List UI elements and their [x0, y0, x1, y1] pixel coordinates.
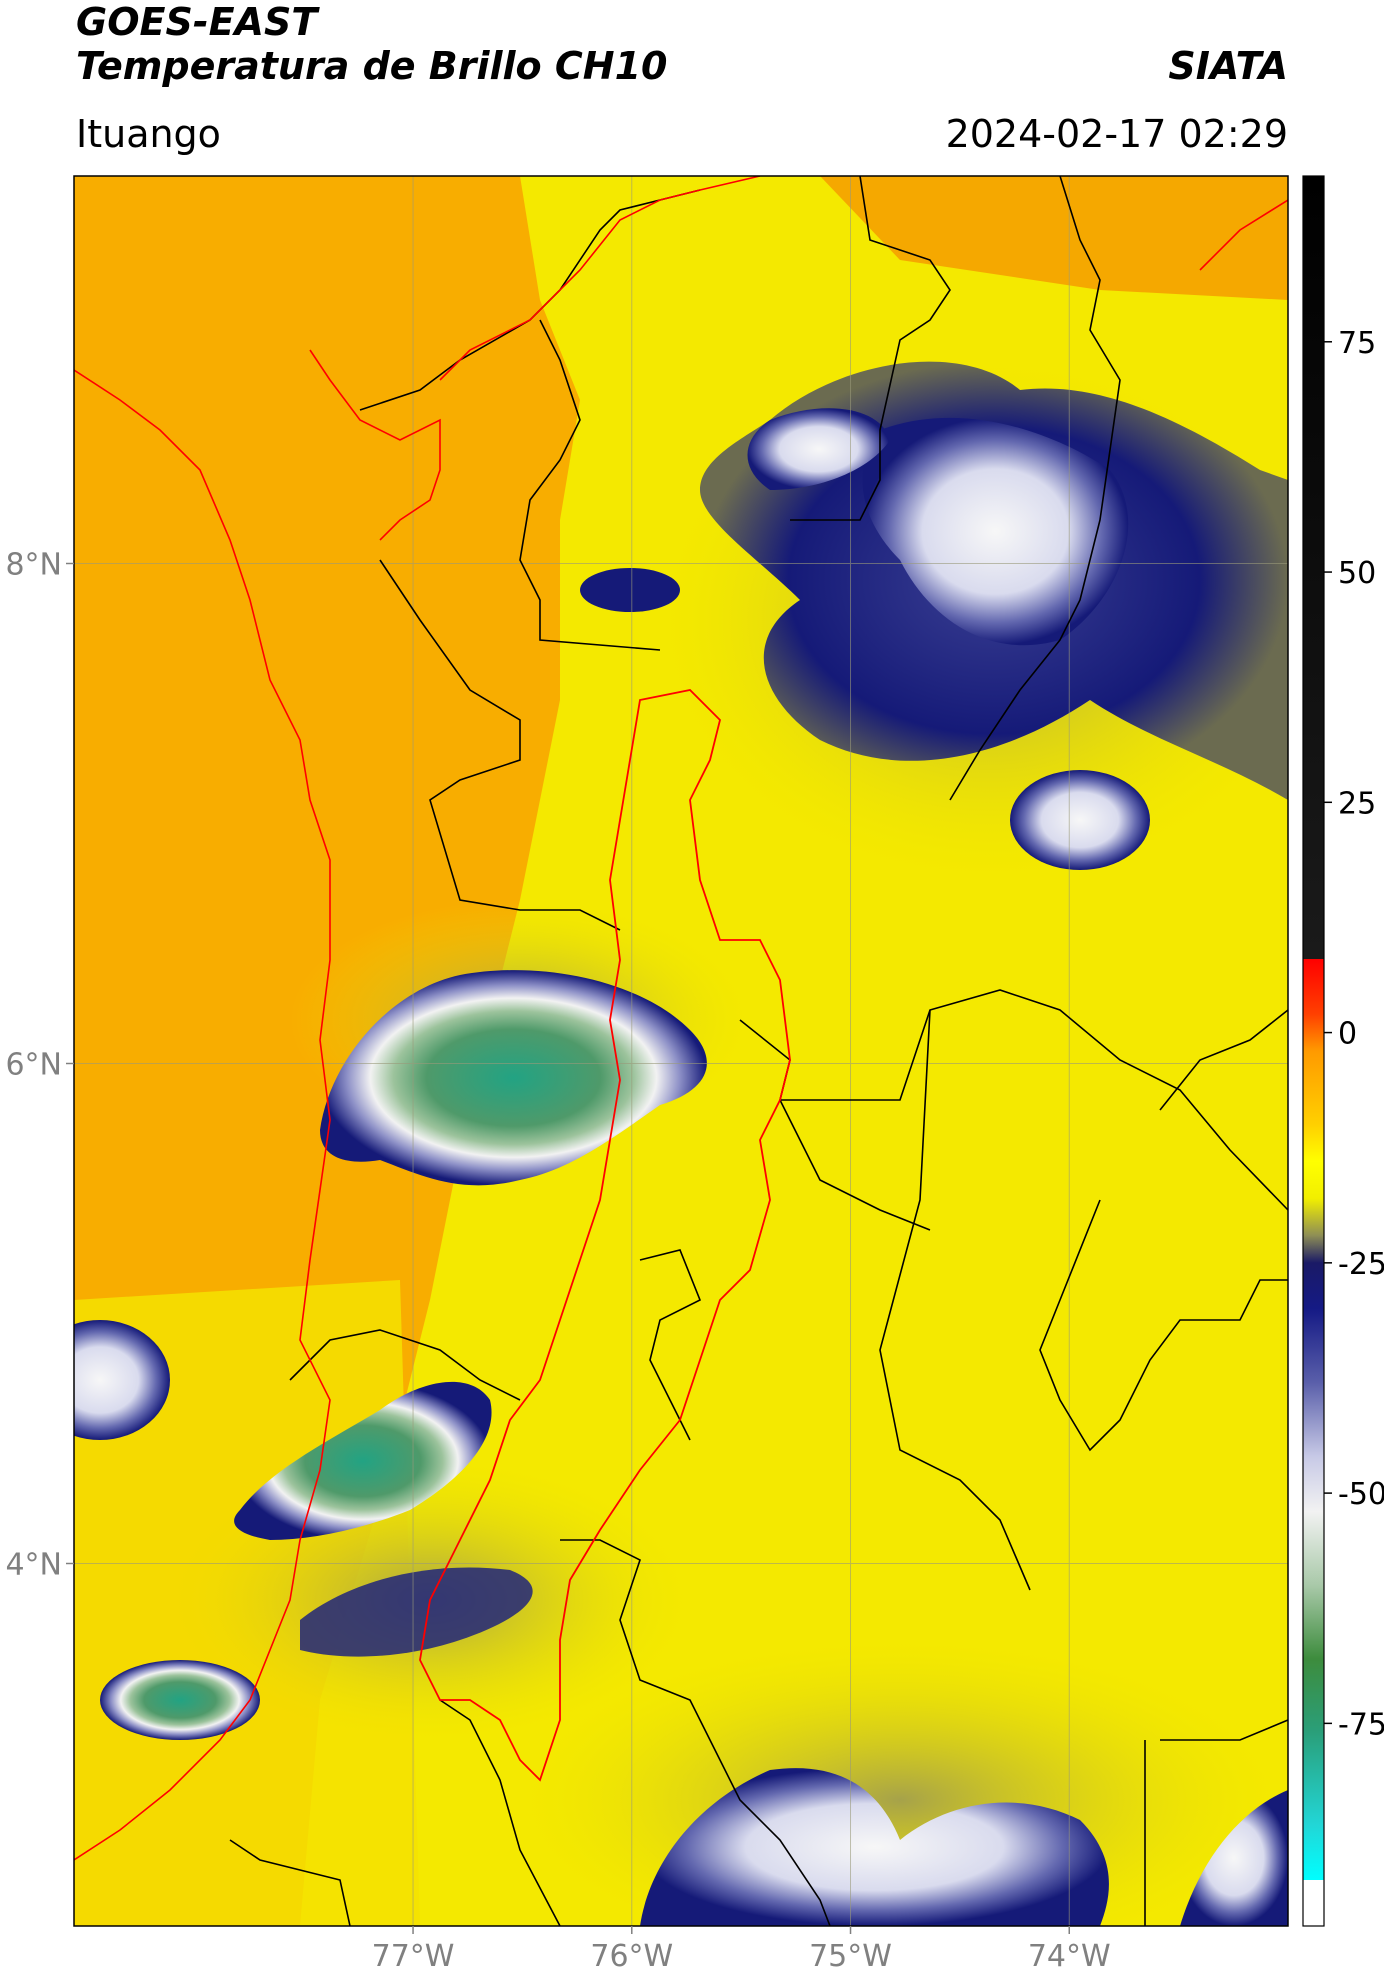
colorbar-ticks: 75 50 25 0 -25 -50 -75 — [1324, 326, 1384, 1742]
border-magdalena-medio — [780, 989, 1288, 1211]
map-frame — [73, 175, 1289, 1927]
border-sucre — [790, 176, 951, 521]
caribbean-coastline — [439, 176, 761, 381]
organization-label: SIATA — [1168, 44, 1288, 88]
pacific-coastline — [74, 369, 331, 1861]
colorbar-tick-label: 0 — [1338, 1017, 1357, 1052]
latitude-labels: 8°N 6°N 4°N — [5, 548, 74, 1583]
colorbar-tick-label: -50 — [1338, 1477, 1384, 1512]
longitude-labels: 77°W 76°W 75°W 74°W — [372, 1926, 1111, 1974]
lat-tick-label: 6°N — [5, 1048, 62, 1083]
cloud-coast-4n — [234, 1381, 492, 1540]
datetime-label: 2024-02-17 02:29 — [945, 112, 1288, 156]
colorbar — [1303, 176, 1324, 1926]
cloud-east-small — [1010, 770, 1150, 870]
title-line-1: GOES-EAST — [76, 0, 318, 44]
title-line-2: Temperatura de Brillo CH10 — [76, 44, 668, 88]
border-valle-south — [439, 1699, 561, 1926]
uraba-gulf-coast — [309, 349, 441, 541]
border-cundinamarca — [1039, 1199, 1288, 1452]
border-bolivar — [949, 176, 1121, 801]
lat-tick-label: 4°N — [5, 1548, 62, 1583]
cloud-west-edge — [74, 1320, 170, 1440]
border-uraba — [379, 559, 621, 931]
brightness-temperature-field — [74, 176, 1288, 1926]
colorbar-tick-label: 75 — [1338, 326, 1376, 361]
border-cauca — [560, 1539, 831, 1926]
lat-tick-label: 8°N — [5, 548, 62, 583]
ituango-catchment — [419, 689, 791, 1782]
lon-tick-label: 75°W — [809, 1939, 892, 1974]
northeast-warm-field — [820, 176, 1288, 300]
colorbar-tick-label: 50 — [1338, 556, 1376, 591]
colorbar-tick-label: -25 — [1338, 1247, 1384, 1282]
caribbean-coast-east — [1199, 199, 1288, 271]
border-boyaca — [1159, 1009, 1288, 1111]
border-tolima — [879, 1009, 1031, 1591]
cloud-northeast-core — [862, 417, 1129, 646]
border-narino — [229, 1839, 351, 1926]
border-risaralda — [639, 1249, 702, 1441]
administrative-borders — [229, 176, 1288, 1926]
colorbar-tick-label: -75 — [1338, 1707, 1384, 1742]
colorbar-tick-label: 25 — [1338, 786, 1376, 821]
border-choco-south — [289, 1329, 521, 1401]
cloud-northeast-west-core — [747, 408, 890, 490]
border-meta-north — [1160, 1719, 1288, 1741]
cloud-southwest — [100, 1660, 260, 1740]
coastline — [74, 176, 1288, 1861]
lon-tick-label: 74°W — [1028, 1939, 1111, 1974]
lon-tick-label: 76°W — [590, 1939, 673, 1974]
cloud-southeast — [640, 1768, 1109, 1926]
region-label: Ituango — [76, 112, 221, 156]
cloud-southeast-edge — [1180, 1790, 1288, 1926]
lon-tick-label: 77°W — [372, 1939, 455, 1974]
gridlines — [74, 176, 1288, 1926]
border-cordoba — [519, 319, 661, 651]
cloud-north-small — [580, 568, 680, 612]
cloud-band-south — [300, 1567, 533, 1657]
colorbar-frame — [1302, 175, 1325, 1927]
